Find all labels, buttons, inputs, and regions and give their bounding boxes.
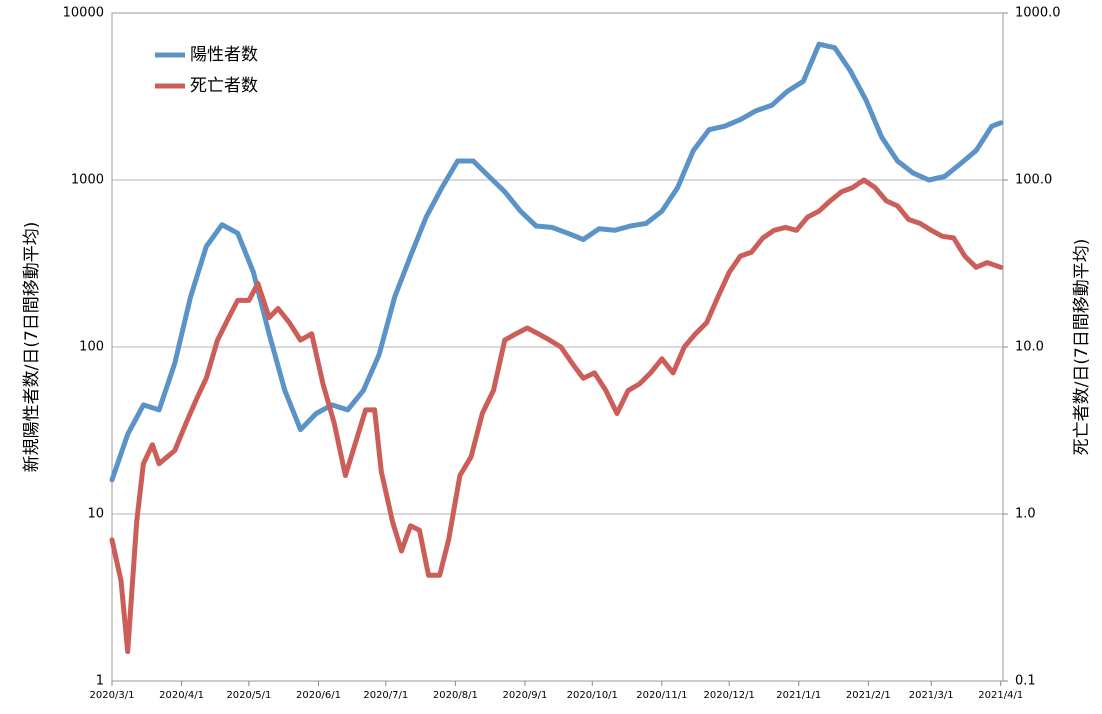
- y2-axis-title: 死亡者数/日(7日間移動平均): [1072, 239, 1092, 456]
- x-tick-label: 2020/11/1: [636, 690, 687, 701]
- x-tick-label: 2020/8/1: [433, 690, 478, 701]
- y-tick-label: 10000: [63, 6, 104, 21]
- x-tick-label: 2020/9/1: [502, 690, 547, 701]
- x-tick-label: 2020/6/1: [296, 690, 341, 701]
- x-tick-label: 2021/4/1: [978, 690, 1023, 701]
- x-tick-label: 2020/10/1: [567, 690, 618, 701]
- plot-frame: [111, 12, 1004, 682]
- x-tick-label: 2021/1/1: [776, 690, 821, 701]
- x-tick-label: 2020/7/1: [363, 690, 408, 701]
- series-line: [109, 41, 1004, 483]
- y-axis-title: 新規陽性者数/日(7日間移動平均): [22, 222, 42, 473]
- y-tick-label: 10: [87, 507, 104, 522]
- legend-label: 死亡者数: [190, 76, 258, 96]
- y2-tick-label: 10.0: [1015, 340, 1044, 355]
- x-tick-label: 2020/4/1: [159, 690, 204, 701]
- y2-tick-label: 100.0: [1015, 173, 1052, 188]
- y2-tick-label: 1.0: [1015, 507, 1036, 522]
- y-tick-label: 1000: [71, 173, 104, 188]
- legend-label: 陽性者数: [190, 45, 258, 65]
- x-tick-label: 2021/2/1: [846, 690, 891, 701]
- x-tick-label: 2021/3/1: [909, 690, 954, 701]
- x-tick-label: 2020/12/1: [704, 690, 755, 701]
- y-tick-label: 1: [96, 674, 104, 689]
- series-line: [109, 177, 1004, 655]
- y-tick-label: 100: [79, 340, 104, 355]
- x-tick-label: 2020/3/1: [90, 690, 135, 701]
- y2-tick-label: 0.1: [1015, 674, 1036, 689]
- y2-tick-label: 1000.0: [1015, 6, 1061, 21]
- x-tick-label: 2020/5/1: [226, 690, 271, 701]
